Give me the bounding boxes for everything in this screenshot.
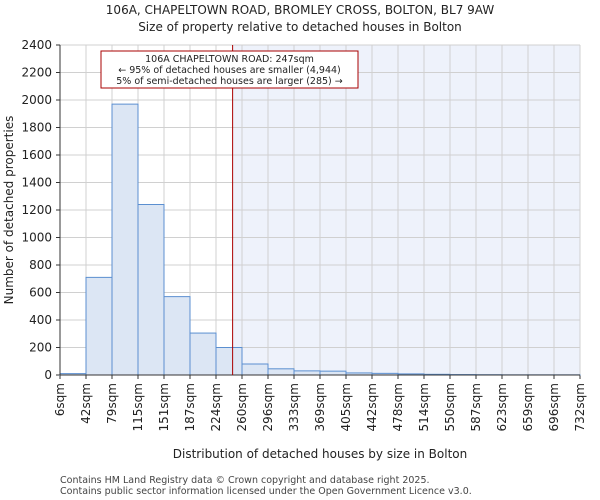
x-tick-label: 623sqm <box>495 383 509 431</box>
x-tick-label: 587sqm <box>469 383 483 431</box>
x-tick-label: 79sqm <box>105 383 119 424</box>
y-tick-label: 1600 <box>21 148 52 162</box>
x-tick-label: 514sqm <box>417 383 431 431</box>
annotation-line-3: 5% of semi-detached houses are larger (2… <box>116 76 343 87</box>
y-tick-label: 600 <box>29 286 52 300</box>
y-tick-label: 1200 <box>21 203 52 217</box>
x-tick-label: 442sqm <box>365 383 379 431</box>
x-tick-label: 550sqm <box>443 383 457 431</box>
x-tick-label: 6sqm <box>53 383 67 416</box>
y-tick-label: 2000 <box>21 93 52 107</box>
bar-333sqm <box>293 370 321 376</box>
y-tick-label: 1800 <box>21 121 52 135</box>
x-tick-label: 224sqm <box>209 383 223 431</box>
bar-79sqm <box>111 103 139 376</box>
y-tick-label: 400 <box>29 313 52 327</box>
x-tick-label: 333sqm <box>287 383 301 431</box>
y-tick-label: 0 <box>44 368 52 382</box>
bar-369sqm <box>319 370 347 376</box>
bar-260sqm <box>241 363 269 376</box>
bar-187sqm <box>189 332 217 376</box>
bar-296sqm <box>267 368 295 376</box>
footer-line-1: Contains HM Land Registry data © Crown c… <box>60 475 430 486</box>
x-tick-label: 260sqm <box>235 383 249 431</box>
chart-title: 106A, CHAPELTOWN ROAD, BROMLEY CROSS, BO… <box>106 3 495 17</box>
x-tick-label: 187sqm <box>183 383 197 431</box>
bar-115sqm <box>137 204 165 376</box>
x-tick-label: 478sqm <box>391 383 405 431</box>
x-tick-label: 696sqm <box>547 383 561 431</box>
y-tick-label: 2400 <box>21 38 52 52</box>
chart-subtitle: Size of property relative to detached ho… <box>138 20 462 34</box>
x-tick-label: 42sqm <box>79 383 93 424</box>
y-tick-label: 1400 <box>21 176 52 190</box>
x-tick-label: 732sqm <box>573 383 587 431</box>
x-tick-label: 659sqm <box>521 383 535 431</box>
annotation-box <box>100 50 359 89</box>
x-tick-label: 405sqm <box>339 383 353 431</box>
x-tick-label: 369sqm <box>313 383 327 431</box>
x-axis-label: Distribution of detached houses by size … <box>173 447 467 461</box>
annotation-line-1: 106A CHAPELTOWN ROAD: 247sqm <box>145 54 314 65</box>
bar-151sqm <box>163 296 191 376</box>
y-tick-label: 1000 <box>21 231 52 245</box>
annotation-line-2: ← 95% of detached houses are smaller (4,… <box>118 65 341 76</box>
bar-224sqm <box>215 347 243 376</box>
y-axis-label: Number of detached properties <box>2 116 16 305</box>
x-tick-label: 296sqm <box>261 383 275 431</box>
plot-area: 0 200 400 600 800 1000 1200 1400 1600 1800 2000 220… <box>21 38 587 431</box>
y-tick-label: 200 <box>29 341 52 355</box>
bar-42sqm <box>85 276 113 376</box>
x-tick-label: 115sqm <box>131 383 145 431</box>
x-tick-label: 151sqm <box>157 383 171 431</box>
y-tick-label: 2200 <box>21 66 52 80</box>
footer-line-2: Contains public sector information licen… <box>60 486 472 497</box>
y-tick-label: 800 <box>29 258 52 272</box>
